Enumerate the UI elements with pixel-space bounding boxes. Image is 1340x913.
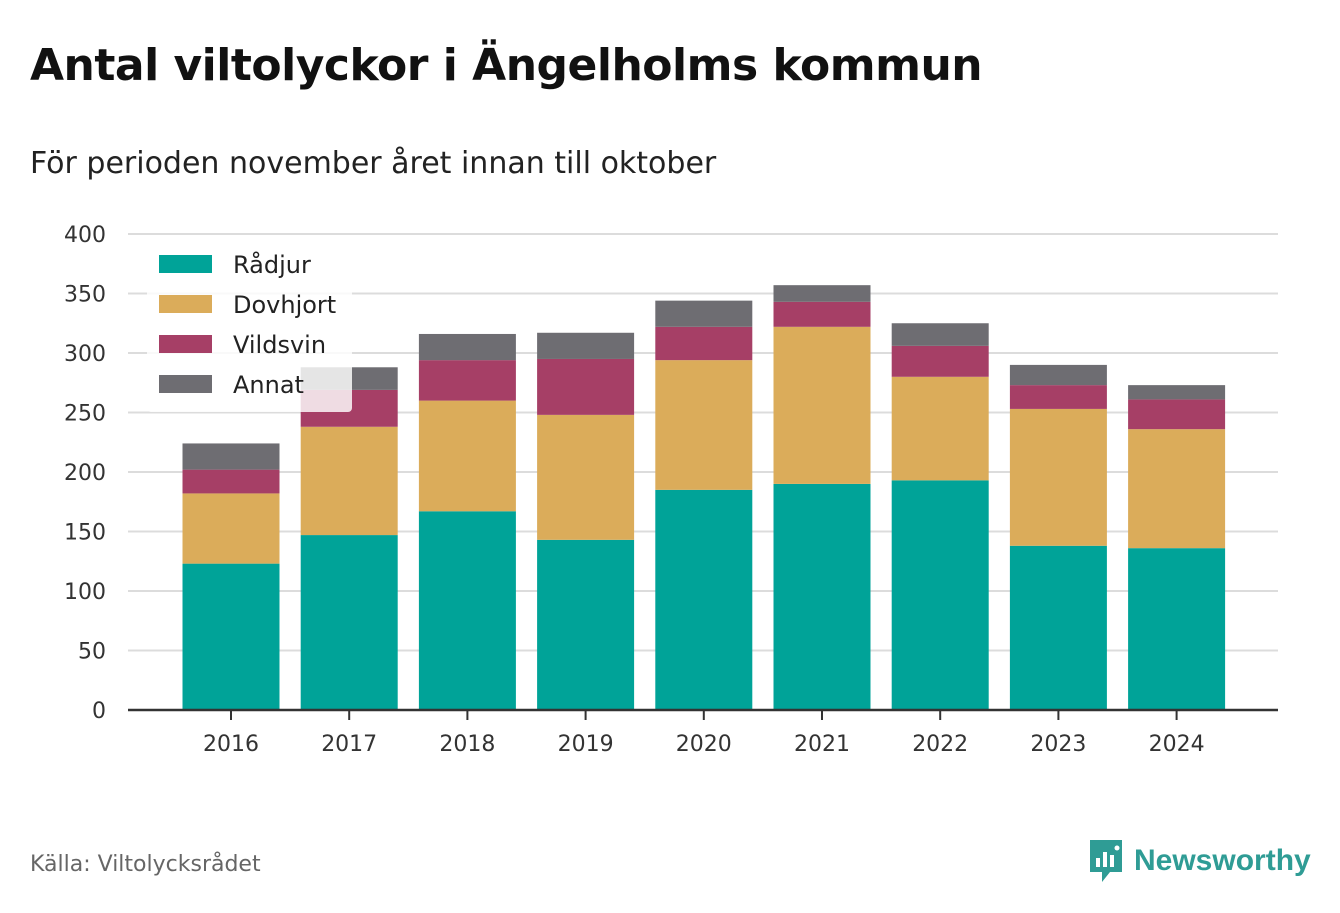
y-tick-label: 150 bbox=[64, 521, 106, 546]
bar-segment bbox=[182, 443, 280, 470]
x-tick-label: 2023 bbox=[1030, 732, 1086, 757]
bar-segment bbox=[418, 360, 516, 401]
source-note: Källa: Viltolycksrådet bbox=[30, 852, 261, 877]
bar-segment bbox=[182, 493, 280, 564]
bar-stacks bbox=[182, 285, 1226, 710]
x-tick-label: 2022 bbox=[912, 732, 968, 757]
axes: 0 50 100 150 200 250 300 350 400 2016 2017 2018 2019… bbox=[64, 223, 1278, 757]
bar-segment bbox=[1128, 385, 1226, 400]
chart-subtitle: För perioden november året innan till ok… bbox=[30, 146, 717, 181]
newsworthy-logo-icon bbox=[1090, 840, 1122, 882]
bar-segment bbox=[1128, 548, 1226, 710]
legend: Rådjur Dovhjort Vildsvin Annat bbox=[147, 242, 352, 412]
bar-segment bbox=[773, 301, 871, 327]
x-tick-label: 2018 bbox=[439, 732, 495, 757]
bar-segment bbox=[182, 469, 280, 494]
bar-segment bbox=[300, 535, 398, 710]
y-tick-label: 0 bbox=[92, 699, 106, 724]
x-tick-label: 2024 bbox=[1149, 732, 1205, 757]
x-tick-label: 2019 bbox=[558, 732, 614, 757]
y-tick-label: 250 bbox=[64, 402, 106, 427]
bar-segment bbox=[773, 483, 871, 710]
bar-segment bbox=[1128, 429, 1226, 549]
x-tick-label: 2016 bbox=[203, 732, 259, 757]
bar-segment bbox=[655, 360, 753, 490]
legend-label: Dovhjort bbox=[233, 291, 336, 319]
bar-segment bbox=[655, 326, 753, 361]
legend-label: Annat bbox=[233, 371, 304, 399]
legend-swatch bbox=[159, 375, 212, 393]
bar-segment bbox=[655, 300, 753, 327]
bar-segment bbox=[891, 480, 989, 710]
y-tick-label: 300 bbox=[64, 342, 106, 367]
bar-segment bbox=[655, 489, 753, 710]
bar-segment bbox=[1009, 545, 1107, 710]
y-tick-label: 50 bbox=[78, 640, 106, 665]
bar-segment bbox=[1009, 408, 1107, 546]
y-tick-label: 200 bbox=[64, 461, 106, 486]
y-tick-label: 400 bbox=[64, 223, 106, 248]
legend-label: Rådjur bbox=[233, 250, 311, 279]
bar-segment bbox=[537, 358, 635, 415]
bar-segment bbox=[300, 426, 398, 536]
bar-segment bbox=[773, 285, 871, 302]
chart-title: Antal viltolyckor i Ängelholms kommun bbox=[30, 40, 983, 91]
legend-label: Vildsvin bbox=[233, 331, 326, 359]
bar-segment bbox=[182, 563, 280, 710]
legend-swatch bbox=[159, 295, 212, 313]
legend-swatch bbox=[159, 335, 212, 353]
bar-segment bbox=[418, 333, 516, 361]
bar-segment bbox=[891, 376, 989, 481]
brand-name: Newsworthy bbox=[1134, 844, 1311, 877]
bar-segment bbox=[891, 323, 989, 346]
bar-segment bbox=[1128, 399, 1226, 430]
bar-segment bbox=[1009, 364, 1107, 386]
x-tick-label: 2020 bbox=[676, 732, 732, 757]
bar-segment bbox=[537, 332, 635, 359]
x-tick-label: 2021 bbox=[794, 732, 850, 757]
bar-segment bbox=[773, 326, 871, 484]
bar-segment bbox=[537, 539, 635, 710]
y-tick-label: 350 bbox=[64, 283, 106, 308]
bar-segment bbox=[418, 400, 516, 512]
legend-swatch bbox=[159, 255, 212, 273]
y-tick-label: 100 bbox=[64, 580, 106, 605]
bar-segment bbox=[537, 414, 635, 540]
bar-segment bbox=[418, 511, 516, 710]
bar-segment bbox=[891, 345, 989, 377]
x-tick-label: 2017 bbox=[321, 732, 377, 757]
bar-segment bbox=[1009, 385, 1107, 409]
legend-box bbox=[147, 242, 352, 412]
brand-logo: Newsworthy bbox=[1088, 838, 1311, 884]
